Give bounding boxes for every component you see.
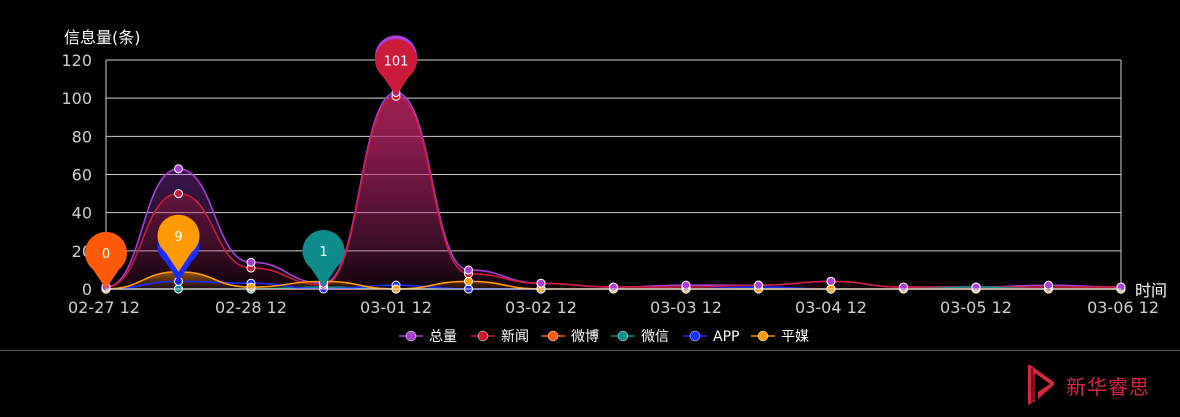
legend-dot (547, 330, 559, 342)
legend-item-2: 微博 (541, 328, 599, 345)
pin-value-label: 0 (102, 247, 110, 262)
data-point-s0 (681, 280, 691, 290)
x-tick-label: 03-04 12 (795, 298, 867, 317)
legend-dot (477, 330, 489, 342)
legend-item-4: APP (683, 329, 739, 345)
brand-name: 新华睿思 (1066, 374, 1150, 399)
pin-shape (375, 39, 418, 97)
x-tick-label: 03-05 12 (940, 298, 1012, 317)
pin-shape (157, 214, 200, 272)
area-fills (106, 92, 1121, 289)
x-tick-label: 03-06 12 (1087, 298, 1159, 317)
x-tick-label: 03-02 12 (505, 298, 577, 317)
legend-label: 新闻 (501, 329, 529, 345)
legend-label: APP (713, 329, 739, 345)
y-tick-label: 60 (72, 166, 92, 185)
legend-item-3: 微信 (611, 329, 669, 345)
legend-dot (405, 330, 417, 342)
pin-shape (302, 229, 345, 288)
footer-divider (0, 350, 1180, 351)
y-axis-title: 信息量(条) (64, 28, 141, 47)
legend-dot (757, 330, 769, 342)
data-points (101, 87, 1126, 294)
legend-label: 总量 (429, 329, 457, 345)
series-area-0 (106, 92, 1121, 289)
data-point-s5 (464, 276, 473, 286)
value-marker-pin: 9 (157, 214, 200, 272)
x-tick-label: 02-27 12 (68, 298, 140, 317)
series-area-5 (106, 271, 1121, 289)
pin-shape (85, 231, 127, 289)
pin-value-label: 9 (174, 230, 182, 245)
brand-logo: 新华睿思 (1026, 362, 1150, 408)
data-point-s0 (246, 257, 256, 267)
chart-area: 0 20 40 60 80 100 120 02-27 12 02-28 12 03-01 12 0… (61, 28, 1167, 345)
data-point-s0 (609, 282, 618, 292)
y-tick-label: 120 (61, 51, 92, 70)
data-point-s0 (464, 265, 473, 275)
legend-label: 微信 (641, 329, 669, 345)
value-marker-pin: 101 (375, 39, 418, 97)
grid (106, 59, 1122, 290)
y-tick-label: 80 (72, 127, 92, 146)
value-marker-pin: 1 (302, 229, 345, 288)
series-area-1 (106, 96, 1121, 289)
y-tick-label: 100 (61, 89, 92, 108)
legend-label: 微博 (571, 328, 599, 345)
legend-dot (689, 330, 701, 342)
legend-item-0: 总量 (399, 329, 457, 345)
series-lines (105, 91, 1122, 290)
data-point-s0 (899, 282, 908, 292)
data-point-s1 (174, 189, 183, 199)
pin-value-label: 101 (384, 54, 409, 69)
y-tick-label: 40 (72, 204, 92, 223)
brand-mark-icon (1028, 365, 1054, 405)
pin-value-label: 1 (319, 245, 327, 260)
data-point-s0 (174, 164, 183, 174)
series-line-0 (105, 91, 1122, 288)
data-point-s0 (536, 278, 546, 288)
legend-item-1: 新闻 (471, 329, 529, 345)
legend-label: 平媒 (781, 329, 809, 345)
legend-dot (617, 330, 629, 342)
x-axis-title: 时间 (1135, 281, 1167, 300)
x-tick-label: 02-28 12 (215, 298, 287, 317)
y-tick-label: 0 (82, 280, 92, 299)
data-point-s0 (754, 280, 763, 290)
value-markers: 1031010491 (85, 35, 418, 289)
data-point-s0 (826, 276, 836, 286)
series-line-1 (105, 95, 1121, 288)
data-point-s0 (1044, 280, 1053, 290)
x-tick-label: 03-01 12 (360, 298, 432, 317)
legend: 总量 新闻 微博 微信 APP 平媒 (399, 328, 809, 345)
legend-item-5: 平媒 (751, 329, 809, 345)
x-tick-label: 03-03 12 (650, 298, 722, 317)
value-marker-pin: 0 (85, 231, 127, 289)
